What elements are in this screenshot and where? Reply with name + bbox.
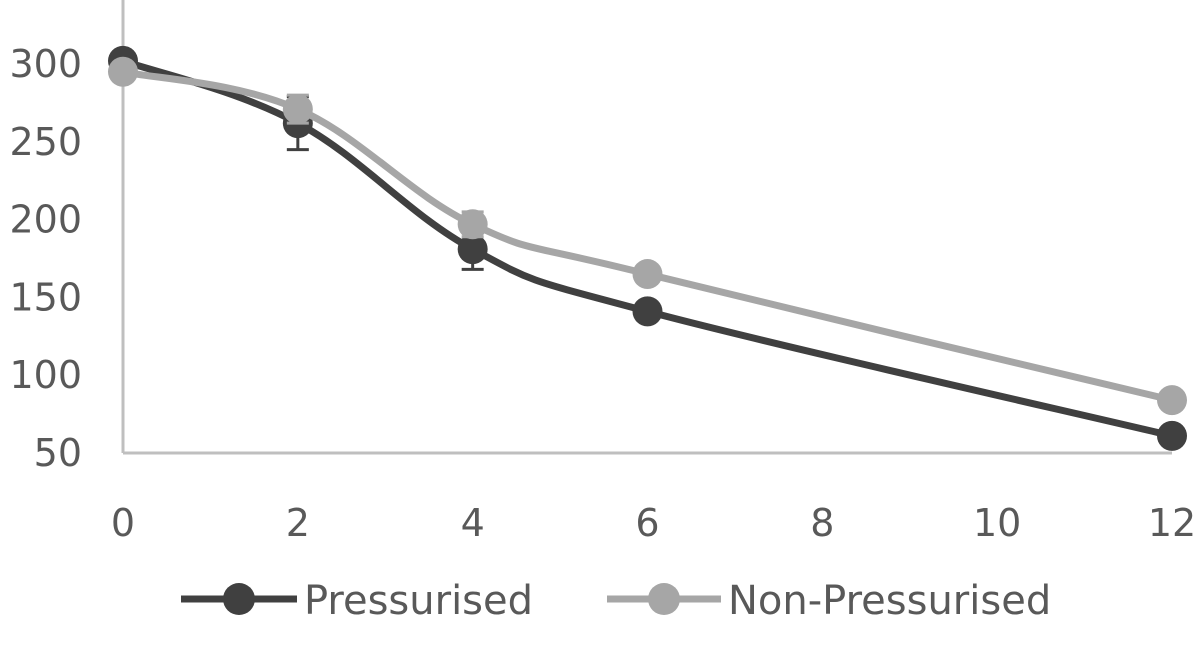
- y-tick-label: 100: [9, 353, 82, 397]
- x-axis-tick-labels: 0 2 4 6 8 10 12: [111, 501, 1196, 545]
- legend-label: Pressurised: [304, 578, 533, 624]
- x-tick-label: 2: [286, 501, 310, 545]
- x-tick-label: 4: [461, 501, 485, 545]
- data-point: [108, 56, 138, 87]
- data-point: [1157, 385, 1187, 416]
- y-tick-label: 300: [9, 42, 82, 86]
- x-tick-label: 8: [810, 501, 834, 545]
- legend: Pressurised Non-Pressurised: [181, 578, 1051, 624]
- x-tick-label: 0: [111, 501, 135, 545]
- axes: [121, 0, 1172, 455]
- data-point: [282, 94, 313, 125]
- data-point: [457, 209, 488, 240]
- data-point: [632, 296, 663, 327]
- legend-item-non-pressurised: Non-Pressurised: [607, 578, 1051, 624]
- data-point: [457, 234, 488, 265]
- legend-item-pressurised: Pressurised: [181, 578, 533, 624]
- y-tick-label: 250: [9, 120, 82, 164]
- data-point: [1157, 420, 1187, 451]
- legend-marker: [223, 583, 255, 615]
- legend-marker: [648, 583, 680, 615]
- series-non-pressurised: [108, 56, 1187, 416]
- series-line: [119, 68, 1176, 404]
- y-axis-tick-labels: 50 100 150 200 250 300: [9, 42, 82, 475]
- x-tick-label: 10: [973, 501, 1021, 545]
- x-tick-label: 12: [1148, 501, 1196, 545]
- series-layer: [108, 45, 1187, 451]
- series-line: [119, 57, 1176, 440]
- data-point: [632, 259, 663, 290]
- y-tick-label: 50: [34, 431, 82, 475]
- y-tick-label: 200: [9, 198, 82, 242]
- y-tick-label: 150: [9, 275, 82, 319]
- series-pressurised: [108, 45, 1187, 451]
- x-tick-label: 6: [635, 501, 659, 545]
- legend-label: Non-Pressurised: [728, 578, 1051, 624]
